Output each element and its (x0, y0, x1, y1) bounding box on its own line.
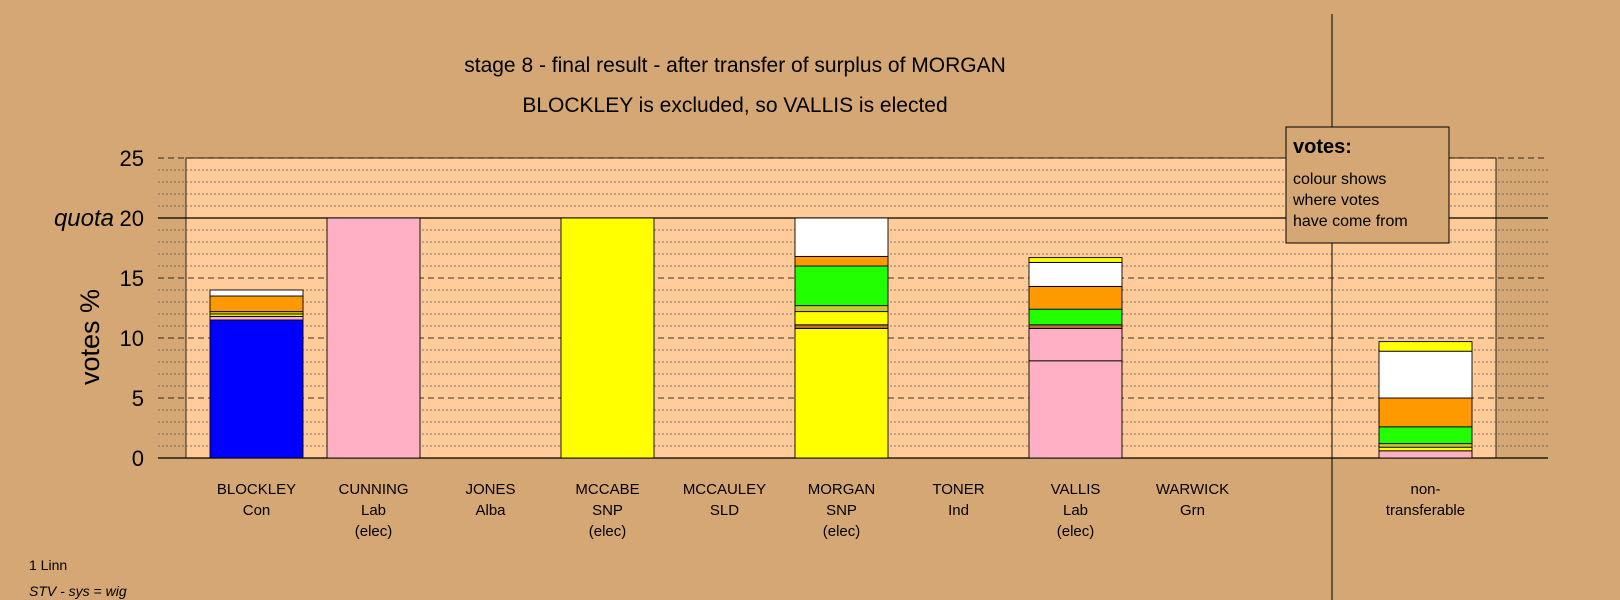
candidate-name-cunning: CUNNING (339, 481, 409, 498)
bar-nontransferable-segment-grn (1378, 426, 1473, 445)
candidate-name-mccabe: MCCABE (575, 481, 639, 498)
bar-nontransferable-segment-sld (1378, 397, 1473, 428)
y-axis-label: votes % (75, 289, 105, 385)
legend-line: where votes (1292, 192, 1379, 209)
candidate-party-morgan: SNP (826, 502, 857, 519)
bar-morgan-segment-grn (794, 265, 889, 307)
bar-blockley-segment-ind (209, 289, 304, 297)
bar-nontransferable-segment-snp_other (1378, 443, 1473, 448)
candidate-name-toner: TONER (932, 481, 984, 498)
candidate-name-jones: JONES (465, 481, 515, 498)
bar-vallis-segment-sld (1028, 285, 1123, 310)
bar-morgan-segment-snp (794, 327, 889, 459)
candidate-party-cunning: Lab (361, 502, 386, 519)
y-tick-label: 25 (120, 146, 144, 171)
bar-vallis-segment-lab (1028, 327, 1123, 362)
bar-morgan-segment-alba (794, 324, 889, 329)
legend-title: votes: (1293, 136, 1352, 158)
y-tick-label: 15 (120, 266, 144, 291)
ward-label: 1 Linn (29, 557, 68, 573)
legend-line: colour shows (1293, 171, 1386, 188)
candidate-name-morgan: MORGAN (808, 481, 876, 498)
chart-subtitle: BLOCKLEY is excluded, so VALLIS is elect… (522, 94, 947, 117)
bar-mccabe-segment-snp (560, 217, 655, 459)
bar-cunning-segment-lab (326, 217, 421, 459)
candidate-party-warwick: Grn (1180, 502, 1205, 519)
quota-label: quota (54, 205, 114, 232)
bar-vallis-segment-snp (1028, 257, 1123, 263)
system-label: STV - sys = wig (29, 583, 127, 599)
y-tick-label: 20 (120, 206, 144, 231)
candidate-party-blockley: Con (243, 502, 271, 519)
candidate-name-mccauley: MCCAULEY (683, 481, 766, 498)
y-tick-label: 0 (132, 446, 144, 471)
candidate-status-morgan: (elec) (823, 523, 861, 540)
candidate-party-toner: Ind (948, 502, 969, 519)
bar-morgan-segment-snp (794, 311, 889, 326)
candidate-status-vallis: (elec) (1057, 523, 1095, 540)
bar-blockley-segment-sld (209, 295, 304, 313)
candidate-party-mccauley: SLD (710, 502, 739, 519)
bar-morgan-segment-snp_other (794, 305, 889, 313)
bar-nontransferable-segment-ind (1378, 350, 1473, 399)
bar-vallis-segment-lab (1028, 360, 1123, 459)
candidate-status-cunning: (elec) (355, 523, 393, 540)
y-tick-label: 5 (132, 386, 144, 411)
bar-blockley-segment-lab (209, 315, 304, 321)
nontransferable-label-2: transferable (1386, 502, 1465, 519)
candidate-party-vallis: Lab (1063, 502, 1088, 519)
bar-nontransferable-segment-snp (1378, 446, 1473, 452)
candidate-name-blockley: BLOCKLEY (217, 481, 296, 498)
bar-vallis-segment-alba (1028, 324, 1123, 329)
bar-vallis-segment-grn (1028, 308, 1123, 326)
candidate-party-mccabe: SNP (592, 502, 623, 519)
bar-nontransferable-segment-lab (1378, 450, 1473, 459)
legend-box (1285, 126, 1450, 244)
y-tick-label: 10 (120, 326, 144, 351)
bar-morgan-segment-sld (794, 255, 889, 267)
candidate-name-vallis: VALLIS (1051, 481, 1101, 498)
legend-line: have come from (1293, 213, 1408, 230)
bar-blockley-segment-con (209, 319, 304, 459)
bar-nontransferable-segment-snp (1378, 341, 1473, 352)
nontransferable-label-1: non- (1410, 481, 1440, 498)
candidate-status-mccabe: (elec) (589, 523, 627, 540)
bar-morgan-segment-ind (794, 217, 889, 257)
chart-title: stage 8 - final result - after transfer … (464, 54, 1006, 77)
candidate-name-warwick: WARWICK (1156, 481, 1229, 498)
candidate-party-jones: Alba (475, 502, 506, 519)
bar-vallis-segment-ind (1028, 261, 1123, 287)
